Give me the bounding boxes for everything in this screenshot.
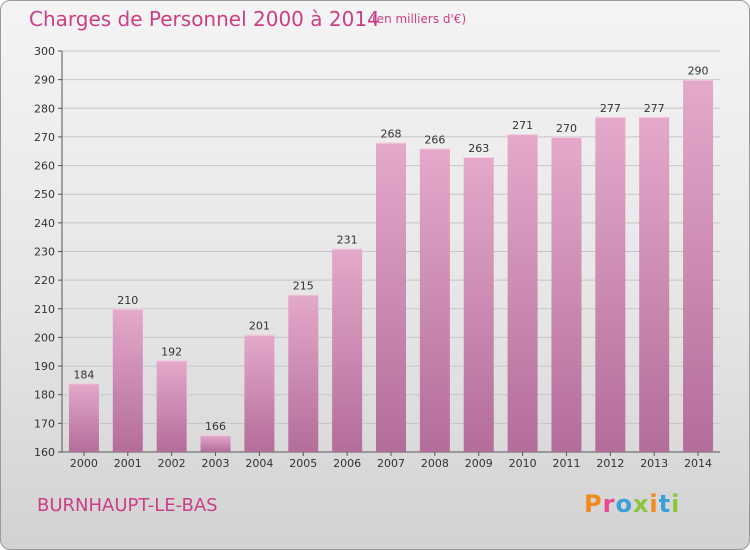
bar-2007 [376,142,406,452]
chart-title: Charges de Personnel 2000 à 2014 [29,7,380,31]
data-label-2012: 277 [600,102,621,115]
y-tick-label: 250 [34,188,55,201]
bar-2010 [507,134,538,453]
bars [68,79,714,453]
x-tick-label-2010: 2010 [509,457,537,470]
bar-2005 [288,294,319,452]
bar-2008 [419,148,450,452]
bar-2001 [112,308,143,452]
labels: 184 210 192 166 201 215 231 268 266 263 271 270 277 2… [73,65,708,433]
x-tick-label-2006: 2006 [333,457,361,470]
y-tick-label: 160 [34,446,55,459]
data-label-2007: 268 [381,128,402,141]
x-tick-label-2008: 2008 [421,457,449,470]
y-tick-label: 180 [34,389,55,402]
logo-letter: P [584,490,603,518]
bar-2004 [244,334,275,452]
proxiti-logo: Proxiti [584,490,680,518]
bar-2000 [68,383,99,452]
x-tick-label-2012: 2012 [596,457,624,470]
data-label-2014: 290 [688,65,709,78]
commune-name: BURNHAUPT-LE-BAS [37,495,218,516]
bar-2013 [639,116,670,452]
bar-2002 [156,360,187,452]
y-tick-label: 300 [34,45,55,58]
y-tick-label: 210 [34,303,55,316]
bar-2006 [332,248,363,452]
bar-2009 [463,156,494,452]
data-label-2009: 263 [468,142,489,155]
logo-letter: t [658,490,672,518]
logo-letter: i [649,490,659,518]
y-tick-label: 260 [34,160,55,173]
chart-subtitle: (en milliers d'€) [372,12,467,26]
logo-letter: r [602,490,616,518]
bar-2011 [551,136,582,452]
x-tick-label-2014: 2014 [684,457,712,470]
y-tick-label: 200 [34,331,55,344]
x-tick-label-2011: 2011 [552,457,580,470]
y-tick-label: 220 [34,274,55,287]
bar-2012 [595,116,626,452]
y-tick-label: 190 [34,360,55,373]
data-label-2008: 266 [424,133,445,146]
x-tick-label-2009: 2009 [465,457,493,470]
x-tick-label-2002: 2002 [158,457,186,470]
y-tick-label: 270 [34,131,55,144]
y-tick-label: 170 [34,417,55,430]
y-tick-label: 230 [34,246,55,259]
x-tick-label-2013: 2013 [640,457,668,470]
data-label-2001: 210 [117,294,138,307]
logo-letter: x [632,490,650,518]
data-label-2010: 271 [512,119,533,132]
x-tick-label-2005: 2005 [289,457,317,470]
data-label-2006: 231 [337,234,358,247]
data-label-2005: 215 [293,279,314,292]
y-tick-label: 290 [34,74,55,87]
x-tick-label-2000: 2000 [70,457,98,470]
logo-letter: i [671,490,681,518]
x-tick-label-2001: 2001 [114,457,142,470]
data-label-2013: 277 [644,102,665,115]
x-tick-label-2003: 2003 [202,457,230,470]
x-tick-label-2007: 2007 [377,457,405,470]
logo-letter: o [615,490,633,518]
bar-2003 [200,434,231,452]
data-label-2003: 166 [205,420,226,433]
x-tick-label-2004: 2004 [245,457,273,470]
data-label-2011: 270 [556,122,577,135]
y-tick-label: 240 [34,217,55,230]
y-tick-label: 280 [34,102,55,115]
data-label-2002: 192 [161,345,182,358]
data-label-2004: 201 [249,320,270,333]
bar-2014 [683,79,714,453]
data-label-2000: 184 [73,368,94,381]
